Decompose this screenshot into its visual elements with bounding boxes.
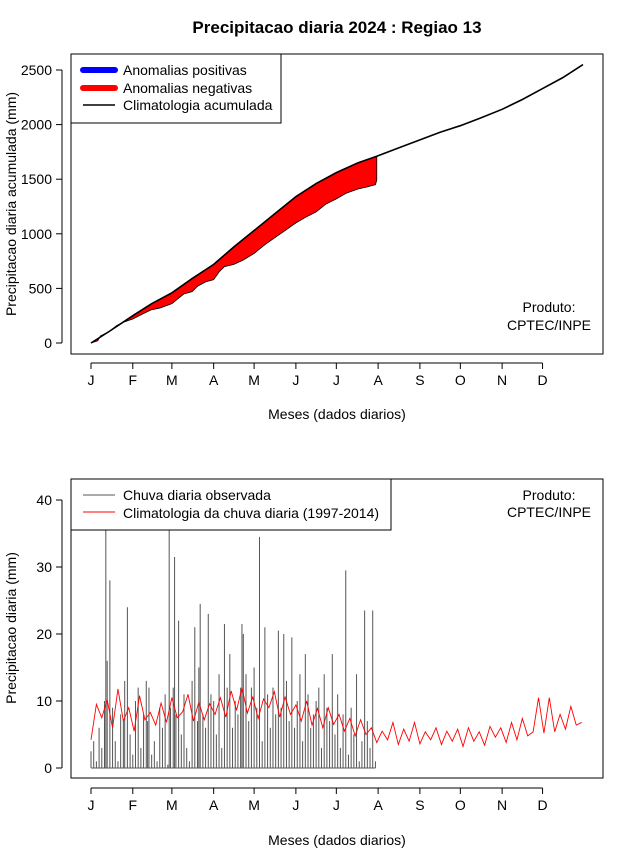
bottom-x-tick-label: M: [248, 797, 260, 813]
bottom-x-tick-label: O: [455, 797, 466, 813]
top-x-tick-label: A: [373, 372, 383, 388]
top-x-tick-label: J: [292, 372, 299, 388]
bottom-x-tick-label: F: [129, 797, 138, 813]
legend-label-negative: Anomalias negativas: [123, 80, 252, 96]
top-y-tick-label: 2000: [21, 117, 52, 133]
top-y-axis-label: Precipitacao diaria acumulada (mm): [3, 92, 19, 316]
legend-label-daily-climatology: Climatologia da chuva diaria (1997-2014): [123, 505, 379, 521]
top-x-tick-label: A: [209, 372, 219, 388]
bottom-legend: Chuva diaria observada Climatologia da c…: [70, 478, 392, 531]
climatology-cumulative-line: [90, 63, 584, 344]
top-y-tick-label: 0: [44, 335, 52, 351]
top-x-axis-label: Meses (dados diarios): [268, 406, 406, 422]
top-x-tick-label: N: [497, 372, 507, 388]
bottom-x-tick-label: D: [537, 797, 547, 813]
bottom-y-tick-label: 30: [36, 559, 52, 575]
top-x-tick-label: O: [455, 372, 466, 388]
bottom-credit-line1: Produto:: [523, 487, 576, 503]
top-y-tick-label: 2500: [21, 62, 52, 78]
bottom-y-tick-label: 0: [44, 760, 52, 776]
bottom-x-tick-label: M: [166, 797, 178, 813]
bottom-y-axis-label: Precipitacao diaria (mm): [3, 552, 19, 704]
top-plot-frame: [70, 53, 604, 355]
top-x-tick-label: M: [248, 372, 260, 388]
bottom-y-tick-label: 20: [36, 626, 52, 642]
legend-label-climatology: Climatologia acumulada: [123, 97, 273, 113]
top-y-tick-label: 500: [29, 280, 53, 296]
cumulative-lines-layer: [90, 63, 584, 344]
chart-title: Precipitacao diaria 2024 : Regiao 13: [192, 18, 481, 37]
top-x-tick-label: D: [537, 372, 547, 388]
daily-climatology-layer: [90, 687, 582, 749]
bottom-x-tick-label: J: [88, 797, 95, 813]
bottom-y-axis: 0 10 20 30 40: [36, 492, 63, 776]
bottom-x-tick-label: N: [497, 797, 507, 813]
top-y-axis: 0 500 1000 1500 2000 2500: [21, 62, 63, 351]
observed-cumulative-line: [90, 180, 378, 344]
legend-label-positive: Anomalias positivas: [123, 62, 247, 78]
top-y-tick-label: 1000: [21, 226, 52, 242]
bottom-x-tick-label: A: [373, 797, 383, 813]
top-x-tick-label: F: [129, 372, 138, 388]
daily-climatology-line: [90, 687, 582, 749]
top-x-tick-label: M: [166, 372, 178, 388]
bottom-y-tick-label: 10: [36, 693, 52, 709]
bottom-legend-box: [70, 478, 392, 531]
anomaly-fill-layer: [91, 156, 377, 343]
top-x-tick-label: J: [88, 372, 95, 388]
top-x-tick-label: S: [415, 372, 424, 388]
bottom-credit-line2: CPTEC/INPE: [507, 504, 591, 520]
top-legend: Anomalias positivas Anomalias negativas …: [70, 53, 282, 124]
negative-anomaly-area: [91, 156, 377, 343]
bottom-x-tick-label: A: [209, 797, 219, 813]
top-panel: 0 500 1000 1500 2000 2500 J F M A M J J A S O N D Meses …: [3, 53, 604, 422]
bottom-x-tick-label: J: [292, 797, 299, 813]
top-y-tick-label: 1500: [21, 171, 52, 187]
bottom-x-tick-label: S: [415, 797, 424, 813]
bottom-y-tick-label: 40: [36, 492, 52, 508]
daily-rain-bars-layer: [90, 526, 376, 769]
bottom-x-axis-label: Meses (dados diarios): [268, 832, 406, 848]
bottom-panel: 0 10 20 30 40 J F M A M J J A S O N D Meses (dados diar…: [3, 478, 604, 848]
top-credit-line2: CPTEC/INPE: [507, 317, 591, 333]
top-x-tick-label: J: [333, 372, 340, 388]
legend-label-observed: Chuva diaria observada: [123, 487, 271, 503]
top-credit-line1: Produto:: [523, 299, 576, 315]
bottom-x-tick-label: J: [333, 797, 340, 813]
